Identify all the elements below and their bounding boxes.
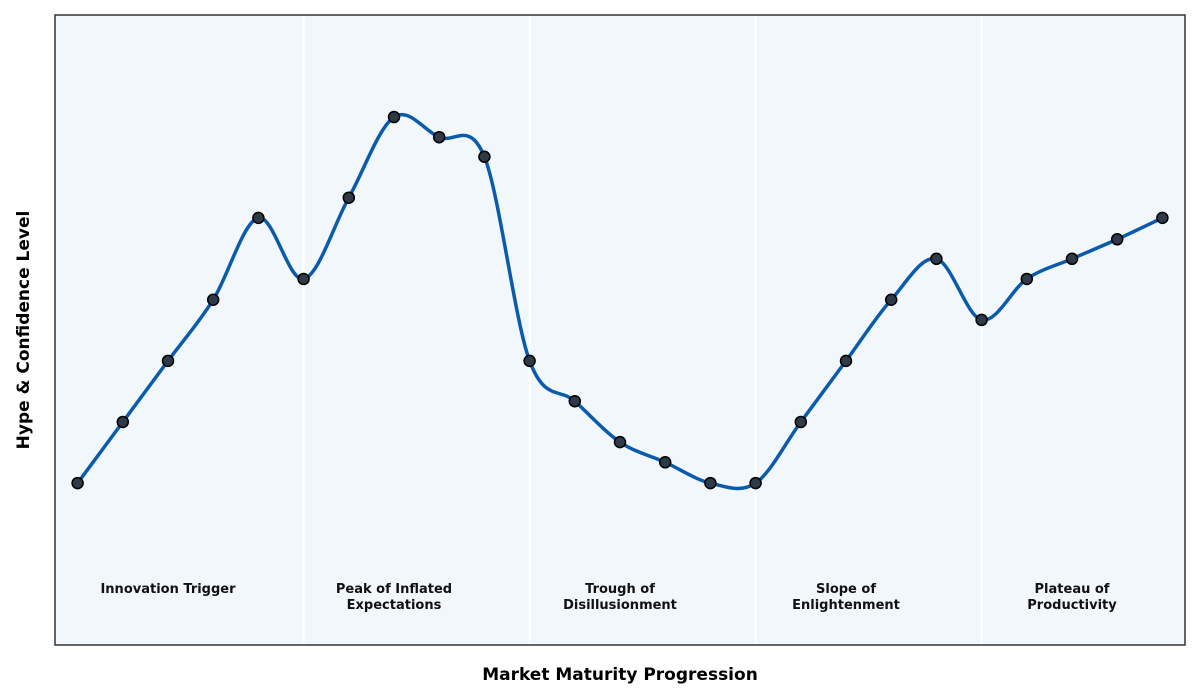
data-point: [568, 394, 582, 408]
data-point: [884, 293, 898, 307]
data-point: [297, 272, 310, 286]
data-point: [1020, 272, 1034, 286]
data-point: [658, 456, 672, 469]
data-point: [704, 476, 717, 490]
plot-layer: [71, 15, 1169, 645]
data-point: [342, 191, 356, 204]
data-point: [839, 354, 853, 368]
data-point: [116, 415, 130, 429]
data-point: [1110, 233, 1124, 246]
data-point: [930, 252, 943, 266]
data-point: [523, 354, 536, 368]
data-point: [161, 354, 175, 368]
data-point: [387, 110, 401, 124]
data-point: [749, 476, 762, 490]
phase-label: Slope of Enlightenment: [792, 582, 900, 613]
phase-label: Trough of Disillusionment: [563, 582, 677, 613]
data-point: [478, 150, 491, 163]
data-point: [71, 476, 84, 490]
phase-label: Innovation Trigger: [100, 582, 236, 597]
data-point: [975, 313, 988, 327]
data-point: [1156, 211, 1169, 225]
y-axis-label: Hype & Confidence Level: [14, 211, 34, 450]
phase-label: Plateau of Productivity: [1027, 582, 1117, 613]
phase-label: Peak of Inflated Expectations: [335, 582, 453, 613]
data-point: [794, 415, 808, 429]
data-point: [432, 130, 446, 144]
data-point: [613, 435, 627, 449]
x-axis-label: Market Maturity Progression: [482, 665, 758, 685]
data-point: [1065, 252, 1079, 266]
plot-area: [55, 15, 1185, 645]
plot-frame: [54, 14, 1186, 646]
data-point: [206, 293, 220, 307]
data-point: [252, 211, 265, 225]
